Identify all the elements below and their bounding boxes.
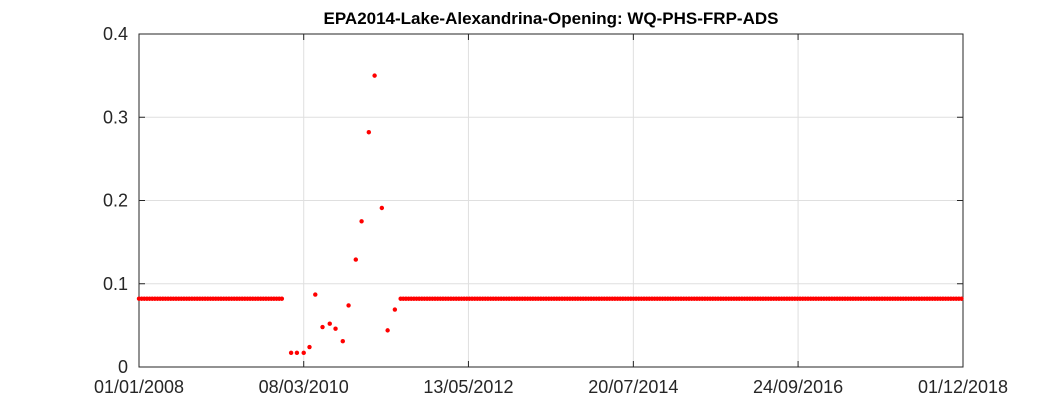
x-tick-label: 24/09/2016: [753, 377, 843, 397]
data-point: [392, 307, 398, 312]
x-tick-label: 08/03/2010: [259, 377, 349, 397]
x-tick-label: 01/12/2018: [918, 377, 1008, 397]
y-tick-label: 0.1: [103, 274, 128, 294]
data-point: [333, 326, 338, 331]
data-point: [320, 324, 325, 330]
data-point: [379, 205, 385, 211]
chart-title: EPA2014-Lake-Alexandrina-Opening: WQ-PHS…: [324, 9, 779, 28]
grid-layer: [139, 34, 963, 367]
y-tick-label: 0.3: [103, 107, 128, 127]
tick-layer: 01/01/2008 08/03/2010 13/05/2012 20/07/2014…: [94, 24, 1008, 397]
x-tick-label: 13/05/2012: [423, 377, 513, 397]
data-point: [353, 257, 358, 262]
data-point: [359, 219, 364, 224]
data-point: [340, 338, 345, 344]
data-point: [313, 292, 318, 297]
x-tick-label: 01/01/2008: [94, 377, 184, 397]
data-point: [346, 303, 351, 308]
y-tick-label: 0: [118, 357, 128, 377]
data-point: [279, 296, 285, 301]
data-point: [372, 73, 377, 78]
data-point: [294, 350, 300, 356]
data-point: [327, 321, 332, 326]
data-point: [385, 328, 390, 333]
data-point: [307, 344, 312, 350]
x-tick-label: 20/07/2014: [588, 377, 678, 397]
y-tick-label: 0.4: [103, 24, 128, 44]
data-point: [288, 350, 294, 356]
data-point: [959, 296, 964, 301]
data-point: [366, 130, 372, 135]
point-layer: [136, 73, 964, 356]
data-point: [301, 350, 306, 356]
y-tick-label: 0.2: [103, 191, 128, 211]
